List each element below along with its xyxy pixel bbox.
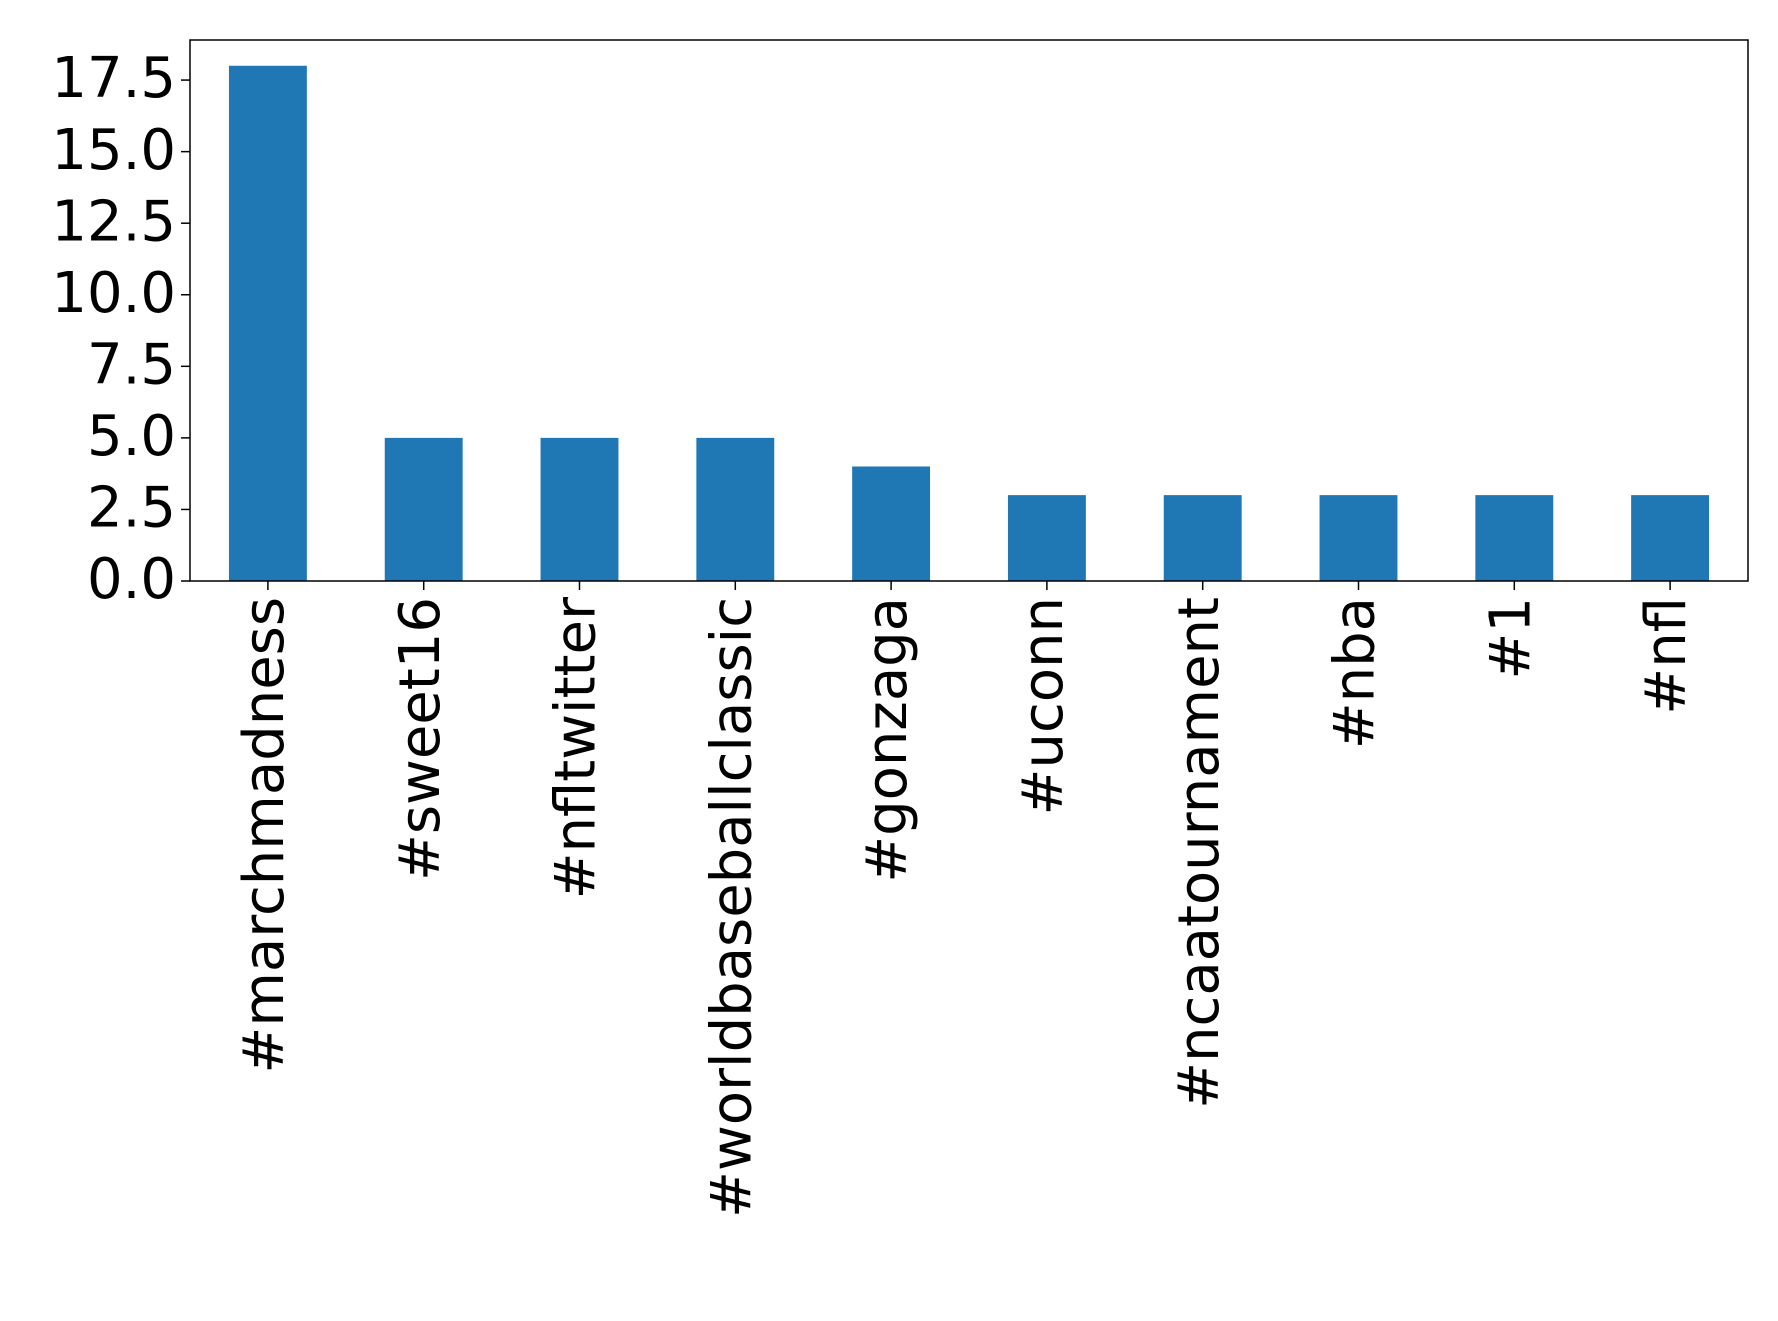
bar xyxy=(1007,495,1086,581)
bar xyxy=(1631,495,1710,581)
x-tick-label: #worldbaseballclassic xyxy=(699,597,764,1218)
x-tick-label: #gonzaga xyxy=(855,597,920,883)
y-tick-label: 15.0 xyxy=(51,118,176,183)
y-tick-label: 0.0 xyxy=(87,547,176,612)
y-tick-label: 7.5 xyxy=(87,332,176,397)
y-tick-label: 2.5 xyxy=(87,476,176,541)
x-tick-label: #nba xyxy=(1323,597,1388,749)
x-tick-label: #nfl xyxy=(1634,597,1699,715)
bar xyxy=(384,437,463,581)
y-tick-label: 5.0 xyxy=(87,404,176,469)
x-tick-label: #nfltwitter xyxy=(544,596,609,899)
y-tick-label: 10.0 xyxy=(51,261,176,326)
x-tick-label: #1 xyxy=(1478,597,1543,680)
bar xyxy=(1319,495,1398,581)
bar xyxy=(1163,495,1242,581)
x-tick-label: #uconn xyxy=(1011,597,1076,815)
bar xyxy=(1475,495,1554,581)
y-tick-label: 17.5 xyxy=(51,46,176,111)
bar xyxy=(696,437,775,581)
bar xyxy=(852,466,931,581)
x-tick-label: #sweet16 xyxy=(388,597,453,881)
x-tick-label: #ncaatournament xyxy=(1167,597,1232,1109)
bar xyxy=(540,437,619,581)
y-tick-label: 12.5 xyxy=(51,189,176,254)
bar xyxy=(228,65,307,581)
plot-frame xyxy=(189,39,1749,582)
x-tick-label: #marchmadness xyxy=(232,597,297,1074)
